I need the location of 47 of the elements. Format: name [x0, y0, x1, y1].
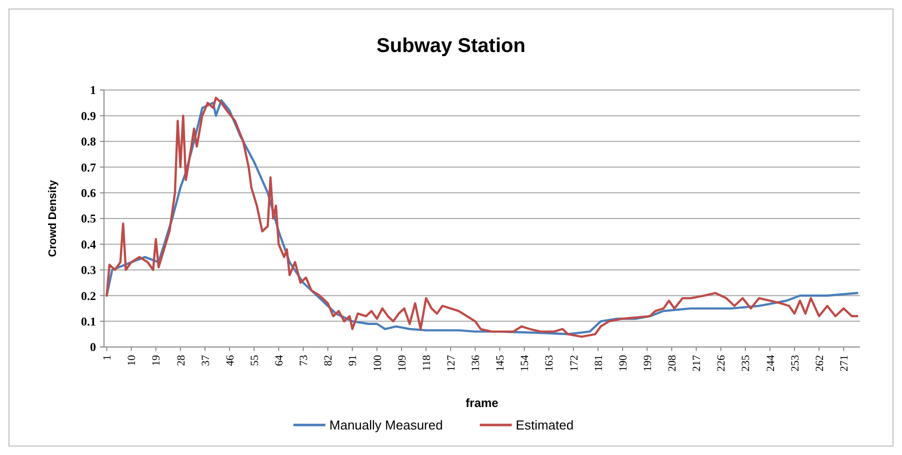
y-tick-label: 0.8	[81, 134, 96, 149]
x-tick-label: 1	[102, 355, 114, 360]
x-tick-label: 109	[396, 354, 408, 372]
x-tick-label: 10	[126, 354, 138, 366]
x-tick-label: 145	[494, 354, 507, 372]
x-tick-label: 82	[322, 355, 335, 366]
x-tick-label: 208	[666, 354, 679, 372]
y-tick-label: 0.6	[81, 186, 96, 200]
x-tick-label: 217	[691, 354, 704, 372]
legend-label: Manually Measured	[329, 418, 443, 433]
y-tick-label: 0.2	[81, 288, 96, 303]
x-tick-label: 262	[814, 355, 826, 372]
x-tick-label: 19	[150, 354, 163, 366]
y-tick-label: 0.3	[81, 263, 96, 278]
x-tick-label: 271	[838, 355, 850, 372]
x-tick-label: 226	[716, 354, 728, 372]
y-tick-label: 0.7	[81, 160, 96, 174]
x-tick-label: 73	[298, 354, 310, 366]
x-axis-title: frame	[466, 396, 499, 410]
x-tick-label: 64	[274, 354, 286, 366]
y-axis-title: Crowd Density	[47, 179, 59, 258]
y-tick-label: 0	[90, 340, 96, 354]
x-tick-label: 154	[519, 354, 532, 372]
x-tick-label: 127	[445, 354, 458, 372]
x-tick-label: 91	[347, 355, 360, 366]
y-tick-label: 0.5	[81, 212, 96, 226]
x-tick-label: 253	[789, 354, 802, 372]
x-tick-label: 37	[200, 354, 212, 366]
x-tick-label: 235	[740, 354, 752, 372]
y-tick-label: 1	[90, 83, 96, 98]
x-tick-label: 100	[372, 354, 384, 372]
x-tick-label: 190	[617, 354, 630, 372]
y-tick-label: 0.1	[81, 314, 96, 328]
x-tick-label: 28	[175, 354, 188, 366]
legend-label: Estimated	[516, 418, 574, 433]
x-tick-label: 244	[764, 354, 777, 372]
x-tick-label: 163	[544, 354, 556, 372]
x-tick-label: 46	[224, 354, 236, 366]
x-tick-label: 172	[568, 355, 580, 372]
y-tick-label: 0.4	[81, 237, 96, 252]
x-tick-label: 136	[470, 354, 482, 372]
x-tick-label: 199	[642, 354, 654, 372]
chart-title: Subway Station	[376, 35, 526, 57]
y-tick-label: 0.9	[81, 108, 96, 123]
x-tick-label: 181	[592, 355, 605, 372]
x-tick-label: 55	[248, 354, 261, 366]
x-tick-label: 118	[420, 354, 433, 372]
